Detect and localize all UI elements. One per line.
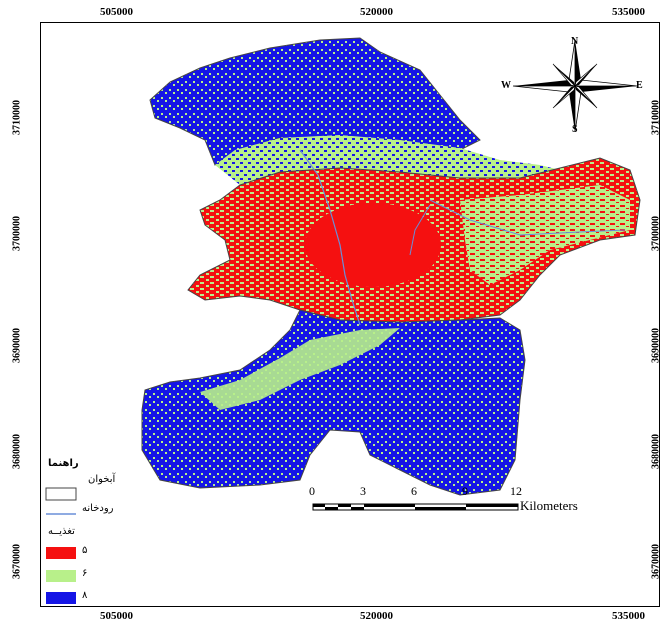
zone-red-core [305,203,441,287]
zone-south-green [200,328,400,410]
x-tick-bottom-2: 520000 [360,610,393,622]
legend-class-5-label: ۵ [82,545,88,556]
legend-boundary-label: آبخوان [88,474,116,485]
legend-river-label: رودخانه [82,503,114,514]
zone-east-green [460,185,630,285]
river [299,149,361,326]
compass-rose [512,39,638,133]
x-tick-bottom-1: 505000 [100,610,133,622]
compass-south-label: S [572,124,578,135]
x-tick-top-1: 505000 [100,6,133,18]
legend-class-6-label: ۶ [82,568,88,579]
x-tick-bottom-3: 535000 [612,610,645,622]
scale-units: Kilometers [520,498,578,513]
legend-title: راهنما [48,458,79,469]
scale-bar [312,503,519,511]
river-branch-2 [409,204,431,256]
scale-label-6: 6 [411,484,417,498]
river-branch [429,199,626,236]
legend-class-6-swatch [46,570,76,582]
scale-label-0: 0 [309,484,315,498]
compass-east-label: E [636,80,643,91]
zone-south-blue [141,309,526,496]
legend-boundary-swatch [45,487,77,501]
zone-north-blue [149,37,481,166]
x-tick-top-3: 535000 [612,6,645,18]
compass-north-label: N [571,36,579,47]
legend-recharge-title: تغذیــه [48,526,75,537]
legend-class-8-label: ۸ [82,590,88,601]
scale-label-12: 12 [510,484,522,498]
legend-class-5-swatch [46,547,76,559]
scale-label-9: 9 [462,484,468,498]
scale-label-3: 3 [360,484,366,498]
x-tick-top-2: 520000 [360,6,393,18]
compass-west-label: W [501,80,511,91]
legend-class-8-swatch [46,592,76,604]
